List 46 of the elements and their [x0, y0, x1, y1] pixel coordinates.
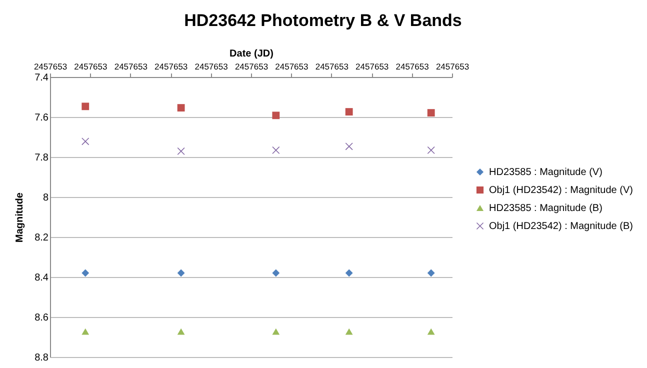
- y-tick-label: 8: [42, 192, 49, 204]
- legend-label: HD23585 : Magnitude (V): [489, 167, 602, 178]
- point: [272, 146, 280, 154]
- point: [177, 147, 185, 155]
- y-tick-label: 8.2: [34, 232, 49, 244]
- x-tick-label: 2457653: [154, 62, 188, 72]
- x-tick-label: 2457653: [234, 62, 268, 72]
- point: [427, 109, 435, 117]
- y-axis-title: Magnitude: [14, 192, 26, 242]
- point: [177, 104, 185, 112]
- point: [427, 146, 435, 154]
- point: [427, 269, 435, 277]
- point: [272, 328, 280, 335]
- point: [82, 102, 90, 110]
- x-tick-label: 2457653: [194, 62, 228, 72]
- legend-label: Obj1 (HD23542) : Magnitude (V): [489, 185, 633, 196]
- y-tick-label: 7.4: [34, 72, 49, 84]
- point: [177, 269, 185, 277]
- x-tick-label: 2457653: [315, 62, 349, 72]
- x-tick-label: 2457653: [34, 62, 68, 72]
- point: [272, 269, 280, 277]
- y-tick-label: 7.6: [34, 112, 49, 124]
- x-tick-label: 2457653: [114, 62, 148, 72]
- point: [427, 328, 435, 335]
- y-tick-label: 8.8: [34, 352, 49, 364]
- point: [345, 328, 353, 335]
- point: [177, 328, 185, 335]
- point: [345, 142, 353, 150]
- point: [272, 112, 280, 120]
- legend-label: HD23585 : Magnitude (B): [489, 203, 602, 214]
- x-tick-label: 2457653: [356, 62, 389, 72]
- point: [82, 269, 90, 277]
- x-tick-label: 2457653: [436, 62, 470, 72]
- x-tick-label: 2457653: [74, 62, 108, 72]
- y-tick-label: 7.8: [34, 152, 49, 164]
- point: [345, 108, 353, 116]
- point: [345, 269, 353, 277]
- y-tick-label: 8.4: [34, 272, 49, 284]
- point: [82, 138, 90, 146]
- x-tick-label: 2457653: [275, 62, 309, 72]
- legend-label: Obj1 (HD23542) : Magnitude (B): [489, 221, 633, 232]
- x-axis-title: Date (JD): [230, 48, 274, 60]
- chart-title: HD23642 Photometry B & V Bands: [184, 11, 462, 30]
- point: [82, 328, 90, 335]
- y-tick-label: 8.6: [34, 312, 49, 324]
- x-tick-label: 2457653: [396, 62, 430, 72]
